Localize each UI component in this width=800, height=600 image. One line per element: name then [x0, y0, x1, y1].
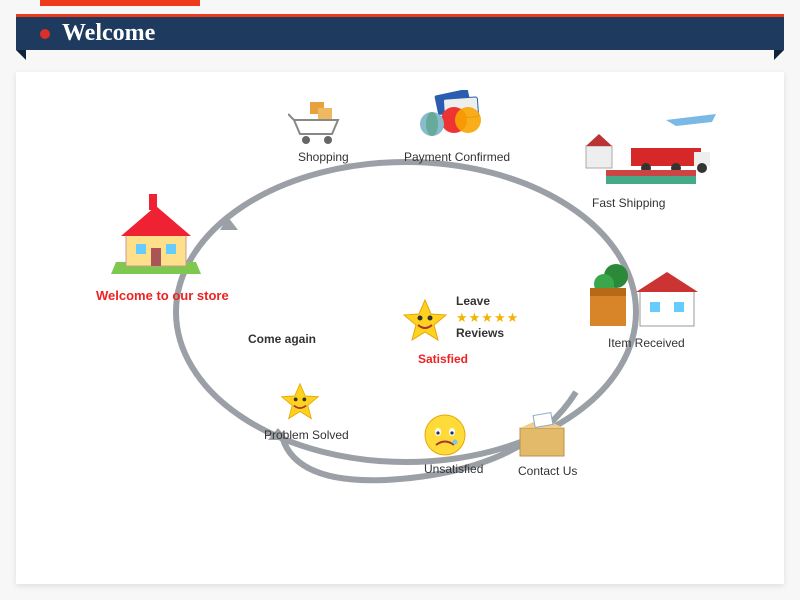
- ballot-box-icon: [514, 410, 570, 460]
- package-house-icon: [586, 262, 706, 332]
- reviews-label: Reviews: [456, 326, 504, 340]
- top-accent: [40, 0, 200, 6]
- diagram-canvas: Welcome to our store Shopping: [16, 72, 784, 584]
- star-smile-icon: [402, 298, 448, 344]
- received-label: Item Received: [608, 336, 685, 350]
- review-stars-icon: ★★★★★: [456, 310, 519, 326]
- header-dot-icon: [40, 29, 50, 39]
- unsatisfied-label: Unsatisfied: [424, 462, 483, 476]
- payment-label: Payment Confirmed: [404, 150, 510, 164]
- welcome-label: Welcome to our store: [96, 288, 229, 303]
- solved-label: Problem Solved: [264, 428, 349, 442]
- contact-label: Contact Us: [518, 464, 577, 478]
- satisfied-label: Satisfied: [418, 352, 468, 366]
- sad-face-icon: [422, 412, 468, 458]
- store-house-icon: [101, 192, 211, 282]
- star-smile-small-icon: [280, 382, 320, 422]
- header-title: Welcome: [62, 20, 155, 47]
- cart-icon: [288, 100, 346, 146]
- shipping-label: Fast Shipping: [592, 196, 665, 210]
- shopping-label: Shopping: [298, 150, 349, 164]
- come-again-label: Come again: [248, 332, 316, 346]
- order-flow-diagram: Welcome to our store Shopping: [16, 72, 784, 584]
- header-banner: Welcome: [16, 14, 784, 50]
- payment-cards-icon: [416, 90, 486, 144]
- shipping-icon: [576, 112, 726, 192]
- leave-label: Leave: [456, 294, 490, 308]
